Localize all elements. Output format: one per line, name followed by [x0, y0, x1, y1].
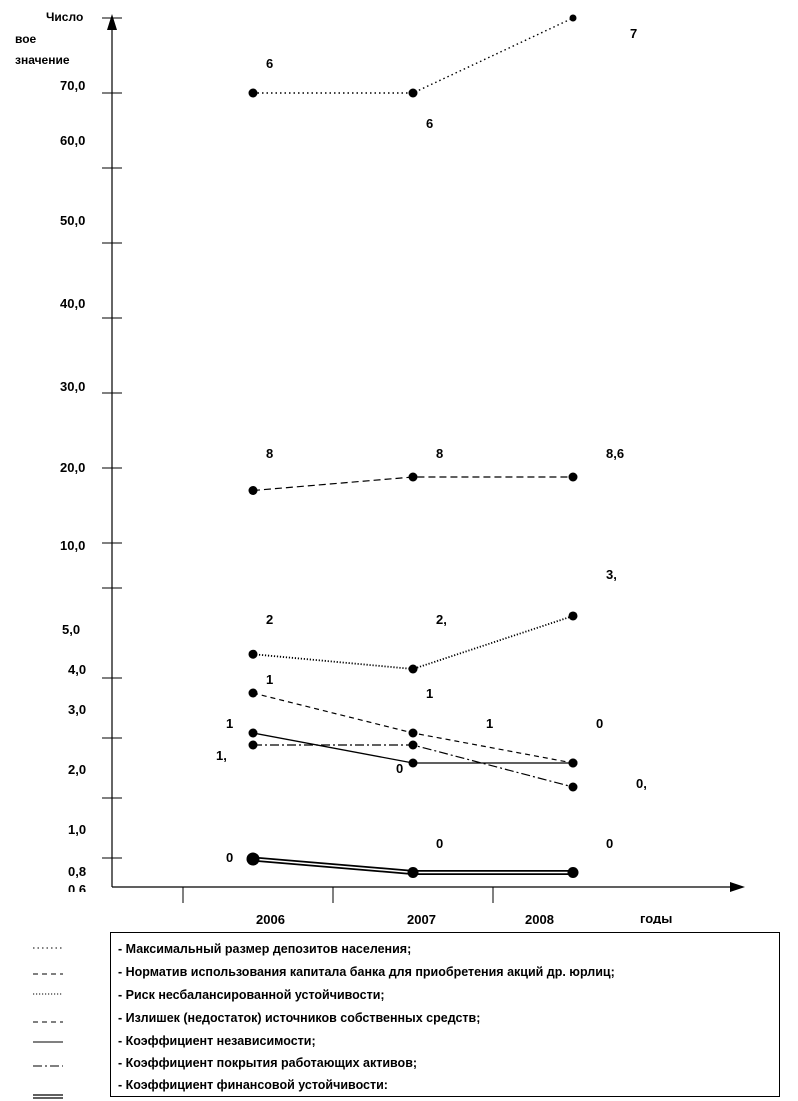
data-point	[248, 486, 258, 495]
data-label: 0	[436, 836, 444, 851]
data-label: 8	[436, 446, 444, 461]
legend-entry-label: - Риск несбалансированной устойчивости;	[118, 988, 385, 1002]
y-axis-label-line-2: вое	[15, 32, 37, 46]
y-tick-label: 5,0	[62, 622, 81, 637]
data-label: 2	[266, 612, 274, 627]
legend	[110, 932, 780, 1097]
data-point	[567, 867, 579, 878]
y-tick-label: 50,0	[60, 213, 86, 228]
legend-entry-label: - Максимальный размер депозитов населени…	[118, 942, 412, 956]
data-label: 0	[396, 761, 404, 776]
data-point	[246, 852, 260, 866]
y-tick-label: 40,0	[60, 296, 86, 311]
data-point	[568, 758, 578, 768]
x-tick-label: 2008	[525, 912, 554, 927]
data-point	[248, 649, 258, 659]
data-point	[407, 867, 419, 878]
legend-entry-label: - Норматив использования капитала банка …	[118, 965, 615, 979]
legend-entry-label: - Коэффициент покрытия работающих активо…	[118, 1056, 418, 1070]
y-tick-label: 60,0	[60, 133, 86, 148]
y-tick-label: 70,0	[60, 78, 86, 93]
data-point	[568, 472, 578, 482]
data-point	[408, 88, 418, 98]
y-tick-label: 1,0	[68, 822, 87, 837]
y-tick-label: 3,0	[68, 702, 87, 717]
y-axis-label-line-1: Число	[46, 10, 84, 24]
y-tick-label: 20,0	[60, 460, 86, 475]
data-label: 0	[226, 850, 234, 865]
y-tick-label: 0,6	[68, 882, 87, 892]
legend-entry-label: - Излишек (недостаток) источников собств…	[118, 1011, 481, 1025]
data-point	[408, 758, 418, 768]
data-point	[408, 472, 418, 482]
data-point	[568, 782, 578, 792]
y-tick-label: 4,0	[68, 662, 87, 677]
y-tick-label: 0,8	[68, 864, 87, 879]
series-line-1	[253, 17, 574, 94]
data-point	[408, 664, 418, 674]
data-label: 1	[426, 686, 434, 701]
data-label: 0	[596, 716, 604, 731]
data-point	[569, 14, 577, 22]
data-label: 2,	[436, 612, 447, 627]
data-point	[248, 88, 258, 98]
data-label: 6	[266, 56, 274, 71]
data-point	[248, 728, 258, 738]
data-label: 0,	[636, 776, 647, 791]
data-point	[248, 688, 258, 698]
y-axis-label-line-3: значение	[15, 53, 70, 67]
y-tick-label: 2,0	[68, 762, 87, 777]
data-label: 6	[426, 116, 434, 131]
data-point	[568, 611, 578, 621]
x-tick-label: 2006	[256, 912, 285, 927]
data-point	[408, 728, 418, 738]
x-axis-label: годы	[640, 911, 673, 924]
legend-entry-label: - Коэффициент финансовой устойчивости:	[118, 1078, 388, 1092]
data-label: 1	[226, 716, 234, 731]
y-tick-label: 10,0	[60, 538, 86, 553]
data-label: 1,	[216, 748, 227, 763]
data-label: 7	[630, 26, 638, 41]
x-tick-label: 2007	[407, 912, 436, 927]
data-label: 1	[266, 672, 274, 687]
data-point	[248, 740, 258, 750]
data-point	[408, 740, 418, 750]
data-label: 0	[606, 836, 614, 851]
data-label: 3,	[606, 567, 617, 582]
data-label: 8,6	[606, 446, 625, 461]
data-label: 8	[266, 446, 274, 461]
legend-entry-label: - Коэффициент независимости;	[118, 1034, 316, 1048]
y-axis-arrow	[107, 14, 117, 30]
data-label: 1	[486, 716, 494, 731]
series-line-3	[252, 615, 574, 670]
x-axis-arrow	[730, 882, 745, 892]
y-tick-label: 30,0	[60, 379, 86, 394]
series-line-4	[252, 692, 574, 764]
